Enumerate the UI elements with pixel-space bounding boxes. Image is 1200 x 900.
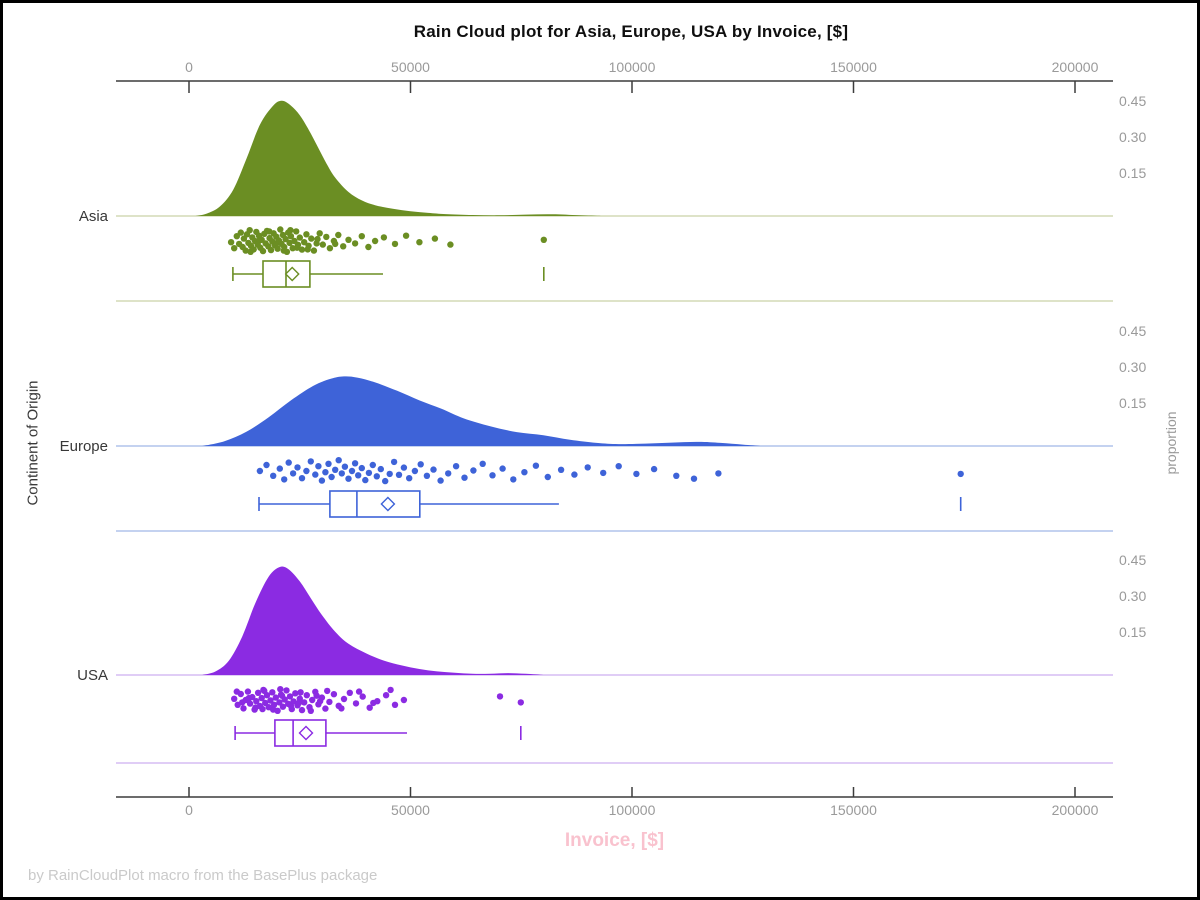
mean-diamond — [298, 725, 314, 741]
chart-title: Rain Cloud plot for Asia, Europe, USA by… — [413, 22, 849, 41]
density-europe — [202, 376, 761, 446]
panel-asia: Asia 0.45 0.30 0.15 — [79, 93, 1146, 302]
boxplot-usa — [234, 719, 522, 747]
top-axis-tick-label: 100000 — [609, 59, 656, 75]
proportion-tick-label: 0.15 — [1119, 395, 1146, 411]
bottom-axis-tick-label: 50000 — [391, 802, 430, 818]
proportion-tick-label: 0.15 — [1119, 624, 1146, 640]
proportion-tick-label: 0.15 — [1119, 165, 1146, 181]
bottom-axis-tick-label: 100000 — [609, 802, 656, 818]
boxplot-europe — [258, 490, 962, 518]
bottom-axis-tick-label: 0 — [185, 802, 193, 818]
y-axis-title-left: Continent of Origin — [24, 380, 42, 506]
top-axis-tick-label: 0 — [185, 59, 193, 75]
density-asia — [195, 100, 601, 216]
bottom-axis: 0 50000 100000 150000 200000 — [116, 787, 1113, 818]
proportion-tick-label: 0.45 — [1119, 93, 1146, 109]
top-axis-tick-label: 150000 — [830, 59, 877, 75]
density-usa — [202, 566, 544, 675]
proportion-tick-label: 0.30 — [1119, 588, 1146, 604]
plot-svg: 0 50000 100000 150000 200000 0 50000 100000 1500… — [60, 59, 1147, 818]
x-axis-title: Invoice, [$] — [564, 830, 665, 851]
top-axis-tick-label: 50000 — [391, 59, 430, 75]
scatter-asia — [227, 226, 547, 255]
mean-diamond — [284, 266, 300, 282]
panel-europe: Europe 0.45 0.30 0.15 — [60, 323, 1146, 532]
bottom-axis-tick-label: 150000 — [830, 802, 877, 818]
top-axis: 0 50000 100000 150000 200000 — [116, 59, 1113, 93]
top-axis-tick-label: 200000 — [1052, 59, 1099, 75]
panel-usa: USA 0.45 0.30 0.15 — [77, 552, 1146, 764]
boxplot-asia — [232, 260, 545, 288]
proportion-tick-label: 0.30 — [1119, 359, 1146, 375]
proportion-tick-label: 0.30 — [1119, 129, 1146, 145]
proportion-tick-label: 0.45 — [1119, 552, 1146, 568]
scatter-europe — [256, 457, 964, 485]
footnote: by RainCloudPlot macro from the BasePlus… — [28, 867, 378, 884]
category-label-asia: Asia — [79, 208, 109, 225]
mean-diamond — [380, 496, 396, 512]
bottom-axis-tick-label: 200000 — [1052, 802, 1099, 818]
proportion-tick-label: 0.45 — [1119, 323, 1146, 339]
scatter-usa — [231, 686, 524, 714]
y-axis-title-right: proportion — [1163, 411, 1179, 475]
category-label-europe: Europe — [60, 438, 108, 455]
category-label-usa: USA — [77, 667, 108, 684]
